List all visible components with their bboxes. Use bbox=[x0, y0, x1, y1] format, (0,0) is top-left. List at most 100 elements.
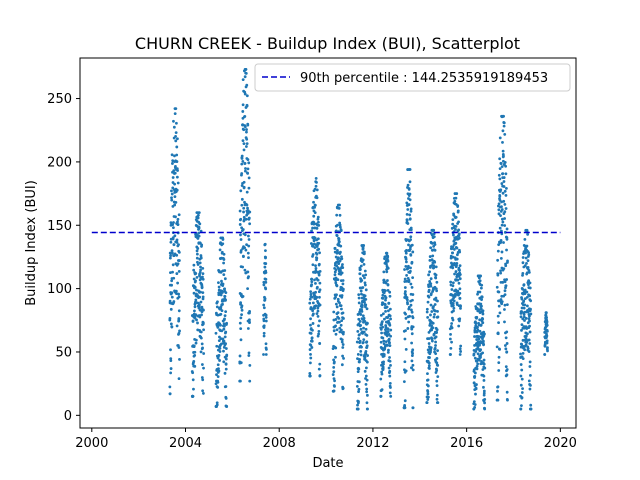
data-point bbox=[341, 263, 344, 266]
data-point bbox=[200, 363, 204, 366]
x-tick-label: 2000 bbox=[75, 436, 108, 451]
data-point bbox=[521, 352, 525, 355]
data-point bbox=[177, 377, 181, 381]
data-point bbox=[170, 153, 174, 157]
data-point bbox=[223, 287, 226, 291]
data-point bbox=[524, 256, 528, 260]
data-points bbox=[168, 68, 549, 411]
data-point bbox=[503, 280, 507, 284]
data-point bbox=[501, 280, 505, 284]
data-point bbox=[197, 234, 201, 238]
data-point bbox=[386, 309, 390, 313]
data-point bbox=[357, 380, 361, 384]
data-point bbox=[332, 329, 336, 333]
data-point bbox=[498, 195, 502, 198]
data-point bbox=[426, 384, 430, 388]
data-point bbox=[334, 255, 338, 259]
data-point bbox=[317, 262, 321, 266]
data-point bbox=[426, 372, 429, 376]
data-point bbox=[450, 261, 453, 265]
data-point bbox=[426, 300, 430, 304]
data-point bbox=[429, 282, 433, 286]
data-point bbox=[522, 306, 526, 310]
data-point bbox=[482, 379, 486, 382]
data-point bbox=[171, 162, 174, 165]
data-point bbox=[363, 369, 367, 373]
data-point bbox=[365, 344, 369, 348]
data-point bbox=[410, 341, 414, 345]
data-point bbox=[199, 265, 202, 269]
data-point bbox=[245, 128, 248, 131]
data-point bbox=[436, 299, 439, 303]
data-point bbox=[502, 114, 505, 118]
data-point bbox=[316, 315, 320, 318]
data-point bbox=[389, 394, 393, 398]
data-point bbox=[506, 259, 509, 263]
data-point bbox=[386, 289, 390, 292]
data-point bbox=[407, 305, 411, 309]
data-point bbox=[520, 328, 523, 332]
data-point bbox=[363, 355, 367, 359]
data-point bbox=[170, 189, 173, 193]
data-point bbox=[520, 323, 524, 326]
data-point bbox=[335, 328, 339, 332]
data-point bbox=[387, 301, 391, 305]
data-point bbox=[309, 343, 313, 347]
data-point bbox=[453, 294, 457, 298]
data-point bbox=[381, 336, 385, 340]
data-point bbox=[240, 203, 244, 207]
data-point bbox=[503, 289, 507, 293]
data-point bbox=[501, 129, 505, 133]
data-point bbox=[429, 292, 433, 295]
data-point bbox=[248, 222, 252, 226]
data-point bbox=[339, 244, 343, 248]
data-point bbox=[402, 380, 406, 384]
data-point bbox=[315, 226, 319, 230]
data-point bbox=[356, 329, 360, 333]
data-point bbox=[310, 277, 314, 281]
data-point bbox=[384, 298, 387, 302]
data-point bbox=[476, 325, 479, 329]
data-point bbox=[241, 294, 245, 298]
data-point bbox=[457, 232, 461, 236]
data-point bbox=[404, 293, 408, 297]
data-point bbox=[174, 139, 178, 143]
data-point bbox=[247, 216, 251, 220]
data-point bbox=[244, 72, 248, 75]
data-point bbox=[526, 347, 530, 350]
data-point bbox=[528, 360, 532, 364]
data-point bbox=[408, 217, 412, 221]
data-point bbox=[382, 342, 386, 346]
data-point bbox=[479, 274, 482, 278]
data-point bbox=[383, 317, 386, 321]
data-point bbox=[436, 401, 440, 405]
data-point bbox=[358, 272, 362, 276]
data-point bbox=[171, 226, 175, 230]
data-point bbox=[477, 337, 481, 341]
data-point bbox=[244, 145, 248, 148]
data-point bbox=[459, 344, 463, 348]
data-point bbox=[503, 202, 507, 206]
data-point bbox=[224, 397, 228, 400]
data-point bbox=[314, 184, 318, 188]
data-point bbox=[436, 349, 439, 353]
data-point bbox=[479, 286, 483, 290]
data-point bbox=[314, 304, 318, 308]
data-point bbox=[217, 285, 221, 289]
data-point bbox=[218, 346, 222, 350]
data-point bbox=[384, 309, 387, 313]
data-point bbox=[505, 227, 509, 231]
data-point bbox=[243, 268, 247, 272]
data-point bbox=[498, 157, 502, 161]
data-point bbox=[381, 325, 385, 329]
data-point bbox=[309, 292, 313, 296]
data-point bbox=[194, 313, 198, 317]
data-point bbox=[477, 308, 481, 312]
data-point bbox=[314, 281, 317, 285]
data-point bbox=[170, 196, 173, 200]
data-point bbox=[196, 321, 199, 325]
data-point bbox=[425, 401, 429, 405]
data-point bbox=[336, 297, 340, 301]
data-point bbox=[528, 342, 532, 345]
data-point bbox=[520, 368, 524, 372]
